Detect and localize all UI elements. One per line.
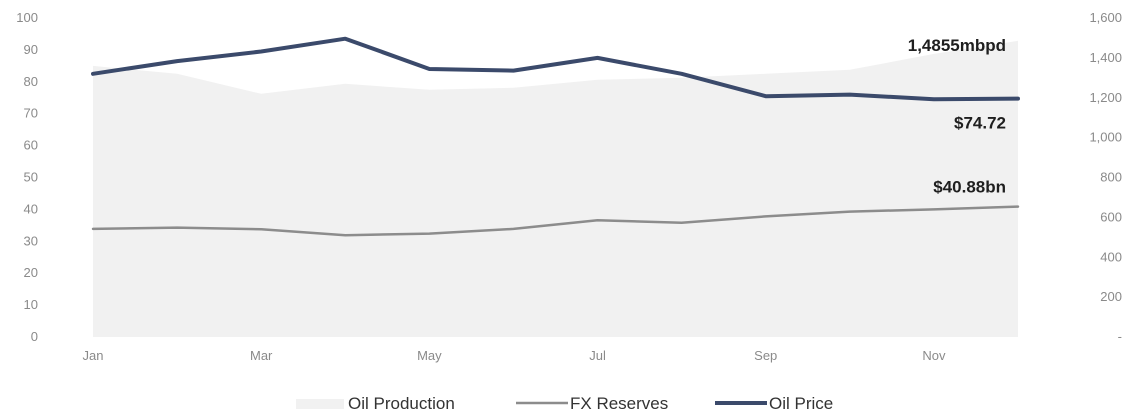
x-axis-tick-mar: Mar <box>250 348 273 363</box>
oil-production-area <box>93 40 1018 338</box>
left-axis-tick-50: 50 <box>24 170 38 185</box>
right-axis-tick-1000: 1,000 <box>1089 130 1122 145</box>
right-axis-tick-600: 600 <box>1100 209 1122 224</box>
left-axis-tick-80: 80 <box>24 74 38 89</box>
annotation-oil-production: 1,4855mbpd <box>908 36 1006 55</box>
x-axis-tick-jul: Jul <box>589 348 606 363</box>
line-layer <box>91 36 1020 237</box>
x-axis-tick-may: May <box>417 348 442 363</box>
left-axis-tick-100: 100 <box>16 10 38 25</box>
x-axis: Jan Mar May Jul Sep Nov <box>83 348 946 363</box>
left-axis-tick-70: 70 <box>24 106 38 121</box>
left-axis-tick-0: 0 <box>31 329 38 344</box>
left-axis-tick-20: 20 <box>24 265 38 280</box>
oil-price-line <box>91 36 1020 102</box>
legend-label-oil-production: Oil Production <box>348 394 455 413</box>
right-axis-tick-1400: 1,400 <box>1089 50 1122 65</box>
x-axis-tick-sep: Sep <box>754 348 777 363</box>
area-layer <box>93 40 1018 338</box>
left-axis-tick-30: 30 <box>24 233 38 248</box>
legend-label-oil-price: Oil Price <box>769 394 833 413</box>
annotations: 1,4855mbpd $74.72 $40.88bn <box>908 36 1006 197</box>
annotation-oil-price: $74.72 <box>954 114 1006 133</box>
right-axis-tick-1600: 1,600 <box>1089 10 1122 25</box>
left-axis-tick-60: 60 <box>24 138 38 153</box>
x-axis-tick-jan: Jan <box>83 348 104 363</box>
right-axis-tick-1200: 1,200 <box>1089 90 1122 105</box>
right-axis-tick-800: 800 <box>1100 170 1122 185</box>
legend-swatch-oil-production <box>296 399 344 409</box>
left-axis-tick-90: 90 <box>24 42 38 57</box>
annotation-fx-reserves: $40.88bn <box>933 178 1006 197</box>
right-axis-tick-400: 400 <box>1100 249 1122 264</box>
legend: Oil Production FX Reserves Oil Price <box>296 394 833 413</box>
right-axis-tick-zero: - <box>1118 329 1122 344</box>
left-axis: 0 10 20 30 40 50 60 70 80 90 100 <box>16 10 38 344</box>
x-axis-tick-nov: Nov <box>922 348 946 363</box>
left-axis-tick-40: 40 <box>24 201 38 216</box>
left-axis-tick-10: 10 <box>24 297 38 312</box>
right-axis: - 200 400 600 800 1,000 1,200 1,400 1,600 <box>1089 10 1122 344</box>
right-axis-tick-200: 200 <box>1100 289 1122 304</box>
legend-label-fx-reserves: FX Reserves <box>570 394 668 413</box>
fx-reserves-line <box>91 205 1020 237</box>
